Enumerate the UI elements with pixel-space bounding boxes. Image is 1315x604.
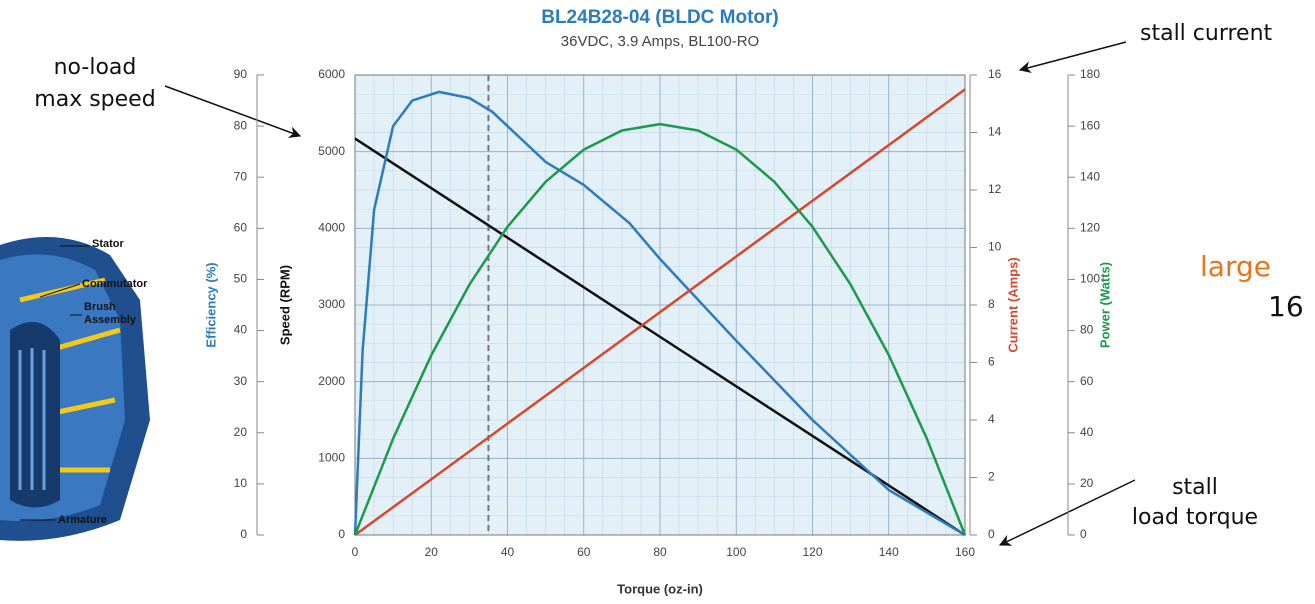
motor-diagram — [0, 237, 150, 541]
y3-tick-label: 60 — [234, 221, 248, 235]
annotation: load torque — [1132, 505, 1258, 530]
y4-tick-label: 60 — [1080, 374, 1094, 388]
y2-tick-label: 0 — [988, 527, 995, 541]
y4-tick-label: 20 — [1080, 476, 1094, 490]
y3-axis-title: Efficiency (%) — [203, 262, 218, 347]
arrow — [1018, 41, 1127, 74]
plot: 0 20 40 60 80 100 120 140 1600100020003000400050… — [234, 67, 1101, 559]
chart-title: BL24B28-04 (BLDC Motor) — [541, 7, 779, 28]
y2-tick-label: 6 — [988, 355, 995, 369]
y3-tick-label: 0 — [240, 527, 247, 541]
annotation: no-load — [54, 55, 137, 80]
x-tick-label: 0 — [352, 545, 359, 559]
y-axis-title: Speed (RPM) — [277, 265, 292, 345]
x-tick-label: 100 — [726, 545, 746, 559]
x-tick-label: 140 — [879, 545, 899, 559]
y4-tick-label: 160 — [1080, 118, 1100, 132]
annotation: 16 — [1268, 290, 1304, 323]
y-tick-label: 3000 — [318, 297, 345, 311]
x-tick-label: 60 — [577, 545, 591, 559]
x-tick-label: 80 — [653, 545, 667, 559]
diagram-label: Commutator — [82, 278, 148, 290]
y2-tick-label: 4 — [988, 412, 995, 426]
y3-tick-label: 80 — [234, 118, 248, 132]
y3-tick-label: 10 — [234, 476, 248, 490]
y4-tick-label: 40 — [1080, 425, 1094, 439]
y4-tick-label: 140 — [1080, 169, 1100, 183]
annotation: stall — [1172, 475, 1218, 500]
annotation: max speed — [34, 87, 155, 112]
y4-tick-label: 80 — [1080, 323, 1094, 337]
y3-tick-label: 50 — [234, 272, 248, 286]
series-line — [353, 90, 966, 537]
diagram-label: Armature — [58, 514, 107, 526]
chart-subtitle: 36VDC, 3.9 Amps, BL100-RO — [561, 33, 759, 50]
y2-axis-title: Current (Amps) — [1005, 257, 1020, 352]
y-tick-label: 1000 — [318, 451, 345, 465]
y2-tick-label: 10 — [988, 240, 1002, 254]
y-tick-label: 5000 — [318, 144, 345, 158]
y-tick-label: 2000 — [318, 374, 345, 388]
y-tick-label: 0 — [338, 527, 345, 541]
y2-tick-label: 14 — [988, 125, 1002, 139]
series-line — [354, 137, 966, 537]
x-axis-title: Torque (oz-in) — [617, 581, 703, 596]
annotation: stall current — [1140, 21, 1273, 46]
series-line — [354, 88, 966, 537]
x-tick-label: 40 — [501, 545, 515, 559]
diagram-label: Assembly — [84, 314, 137, 326]
y2-tick-label: 8 — [988, 297, 995, 311]
x-tick-label: 160 — [955, 545, 975, 559]
diagram-label: Stator — [92, 238, 125, 250]
diagram-label: Brush — [84, 301, 116, 313]
y3-tick-label: 70 — [234, 169, 248, 183]
y4-tick-label: 0 — [1080, 527, 1087, 541]
arrow — [164, 85, 302, 138]
y2-tick-label: 2 — [988, 470, 995, 484]
annotation: large — [1200, 250, 1271, 283]
y-tick-label: 6000 — [318, 67, 345, 81]
y-tick-label: 4000 — [318, 221, 345, 235]
x-tick-label: 20 — [425, 545, 439, 559]
y4-tick-label: 180 — [1080, 67, 1100, 81]
y3-tick-label: 90 — [234, 67, 248, 81]
y3-tick-label: 40 — [234, 323, 248, 337]
y4-tick-label: 100 — [1080, 272, 1100, 286]
y2-tick-label: 12 — [988, 182, 1002, 196]
x-tick-label: 120 — [802, 545, 822, 559]
y4-tick-label: 120 — [1080, 221, 1100, 235]
series-line — [353, 122, 967, 536]
y3-tick-label: 20 — [234, 425, 248, 439]
plot-frame — [354, 74, 966, 536]
y2-tick-label: 16 — [988, 67, 1002, 81]
y3-tick-label: 30 — [234, 374, 248, 388]
y4-axis-title: Power (Watts) — [1097, 262, 1112, 348]
